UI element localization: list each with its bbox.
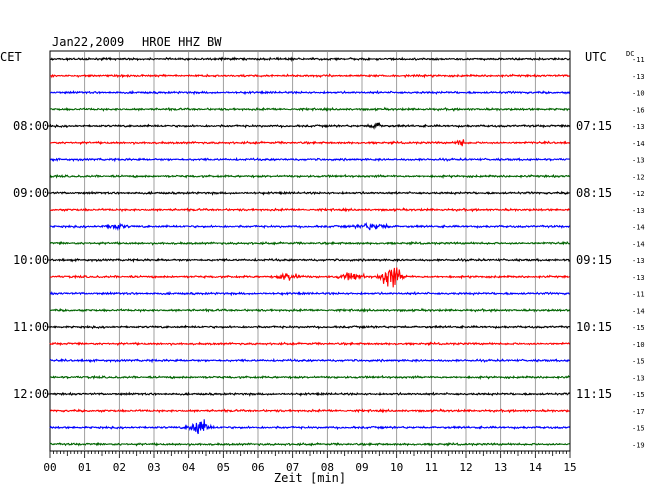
trace-row-18 [49,357,570,364]
x-axis-label: Zeit [min] [274,471,346,485]
dc-offset-labels: -11 -13 -10 -16 -13 -14 -13 -12 -12 -13 -14 -14 -13 -… [632,56,645,449]
dc-offset-row-21: -17 [632,408,645,416]
right-hour-labels: 07:15 08:15 09:15 10:15 11:15 [576,119,612,401]
dc-offset-row-14: -11 [632,291,645,299]
trace-row-5 [49,139,571,147]
dc-offset-row-11: -14 [632,240,645,248]
right-hour-label: 07:15 [576,119,612,133]
x-tick-label-15: 15 [563,461,576,474]
dc-offset-row-16: -15 [632,324,645,332]
dc-offset-row-10: -14 [632,224,645,232]
x-tick-label-11: 11 [425,461,438,474]
x-tick-label-10: 10 [390,461,403,474]
dc-offset-row-15: -14 [632,307,645,315]
left-hour-label: 09:00 [13,186,49,200]
x-tick-label-09: 09 [355,461,368,474]
right-timezone-label: UTC [585,50,607,64]
station-label: HROE HHZ BW [142,35,222,49]
x-tick-label-06: 06 [251,461,264,474]
trace-row-20 [49,391,571,397]
dc-offset-row-23: -19 [632,441,645,449]
dc-offset-row-2: -10 [632,90,645,98]
trace-row-19 [49,374,570,381]
trace-row-7 [49,173,570,180]
x-tick-label-00: 00 [43,461,56,474]
trace-row-8 [49,190,570,196]
dc-offset-row-19: -13 [632,374,645,382]
left-hour-label: 10:00 [13,253,49,267]
dc-offset-row-22: -15 [632,425,645,433]
trace-row-9 [49,207,570,213]
trace-row-16 [49,324,570,330]
grid-lines [84,51,536,451]
trace-row-4 [49,121,571,130]
trace-row-15 [49,307,571,313]
left-hour-label: 12:00 [13,387,49,401]
trace-row-10 [49,222,570,232]
trace-row-2 [49,89,571,96]
dc-offset-row-17: -10 [632,341,645,349]
left-hour-label: 11:00 [13,320,49,334]
right-hour-label: 10:15 [576,320,612,334]
trace-row-12 [49,257,571,263]
dc-offset-row-3: -16 [632,106,645,114]
dc-offset-row-9: -13 [632,207,645,215]
x-tick-label-03: 03 [147,461,160,474]
dc-offset-row-12: -13 [632,257,645,265]
dc-offset-row-6: -13 [632,157,645,165]
dc-offset-row-1: -13 [632,73,645,81]
trace-row-21 [49,408,570,414]
x-tick-label-04: 04 [182,461,196,474]
dc-label: DC [626,50,634,58]
x-tick-label-05: 05 [217,461,230,474]
dc-offset-row-7: -12 [632,173,645,181]
plot-frame [49,50,571,452]
dc-offset-row-0: -11 [632,56,645,64]
left-timezone-label: CET [0,50,22,64]
x-tick-label-08: 08 [321,461,334,474]
left-hour-labels: 08:00 09:00 10:00 11:00 12:00 [13,119,50,401]
trace-row-6 [49,156,570,163]
dc-offset-row-8: -12 [632,190,645,198]
trace-row-13 [49,267,570,288]
trace-row-22 [49,419,571,435]
trace-row-23 [49,441,570,447]
left-hour-label: 08:00 [13,119,49,133]
date-label: Jan22,2009 [52,35,124,49]
trace-row-11 [49,240,570,246]
x-tick-label-12: 12 [459,461,472,474]
trace-row-17 [49,341,571,347]
right-hour-label: 08:15 [576,186,612,200]
trace-group [49,56,571,447]
trace-row-0 [49,56,571,63]
trace-row-3 [49,106,570,112]
x-tick-label-07: 07 [286,461,299,474]
dc-offset-row-20: -15 [632,391,645,399]
x-tick-label-13: 13 [494,461,507,474]
trace-row-1 [49,73,571,79]
dc-offset-row-18: -15 [632,358,645,366]
dc-offset-row-5: -14 [632,140,645,148]
dc-offset-row-13: -13 [632,274,645,282]
right-hour-label: 11:15 [576,387,612,401]
trace-row-14 [49,290,570,297]
time-axis: 00 01 02 03 04 05 06 07 08 09 10 11 12 13 14 15 [43,451,577,474]
x-tick-label-02: 02 [113,461,126,474]
right-hour-label: 09:15 [576,253,612,267]
x-tick-label-01: 01 [78,461,91,474]
dc-offset-row-4: -13 [632,123,645,131]
x-tick-label-14: 14 [529,461,543,474]
